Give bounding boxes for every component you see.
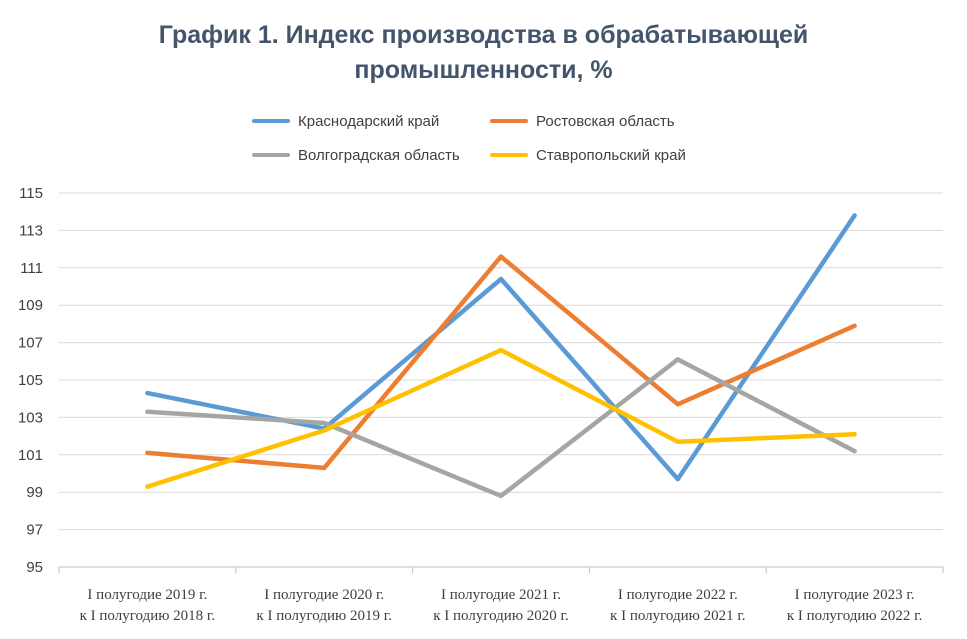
y-tick-label: 115 (19, 185, 43, 202)
y-tick-label: 113 (19, 222, 43, 239)
series-line-rostov (145, 254, 857, 471)
data-point-stavropol (322, 428, 327, 433)
y-tick-label: 109 (18, 297, 43, 314)
y-tick-label: 107 (18, 335, 43, 352)
x-tick-label: I полугодие 2019 г. к I полугодию 2018 г. (80, 587, 216, 624)
data-point-rostov (675, 402, 680, 407)
data-point-stavropol (852, 432, 857, 437)
x-tick-label: I полугодие 2021 г. к I полугодию 2020 г. (433, 587, 569, 624)
data-point-krasnodar (145, 391, 150, 396)
x-tick-label: I полугодие 2020 г. к I полугодию 2019 г. (256, 587, 392, 624)
data-point-rostov (852, 323, 857, 328)
data-point-volgograd (852, 449, 857, 454)
data-point-volgograd (145, 409, 150, 414)
chart-title-line-1: График 1. Индекс производства в обрабаты… (158, 21, 809, 49)
chart-title: График 1. Индекс производства в обрабаты… (0, 18, 967, 88)
data-point-krasnodar (675, 477, 680, 482)
data-point-volgograd (499, 493, 503, 498)
data-point-rostov (322, 465, 327, 470)
y-tick-label: 99 (26, 484, 43, 501)
data-point-volgograd (322, 421, 327, 426)
y-tick-label: 97 (26, 522, 43, 539)
data-point-krasnodar (852, 213, 857, 218)
data-point-volgograd (675, 357, 680, 362)
data-point-stavropol (145, 484, 150, 489)
y-tick-label: 103 (18, 409, 43, 426)
y-tick-label: 101 (18, 447, 43, 464)
data-point-krasnodar (499, 277, 503, 282)
chart-title-line-2: промышленности, % (354, 56, 613, 84)
y-tick-label: 105 (18, 372, 43, 389)
data-point-stavropol (675, 439, 680, 444)
x-tick-label: I полугодие 2023 г. к I полугодию 2022 г. (787, 587, 923, 624)
data-point-rostov (145, 450, 150, 455)
data-point-stavropol (499, 348, 503, 353)
y-tick-label: 95 (26, 559, 43, 576)
data-point-rostov (499, 254, 503, 259)
y-tick-label: 111 (20, 260, 43, 277)
x-tick-label: I полугодие 2022 г. к I полугодию 2021 г. (610, 587, 746, 624)
